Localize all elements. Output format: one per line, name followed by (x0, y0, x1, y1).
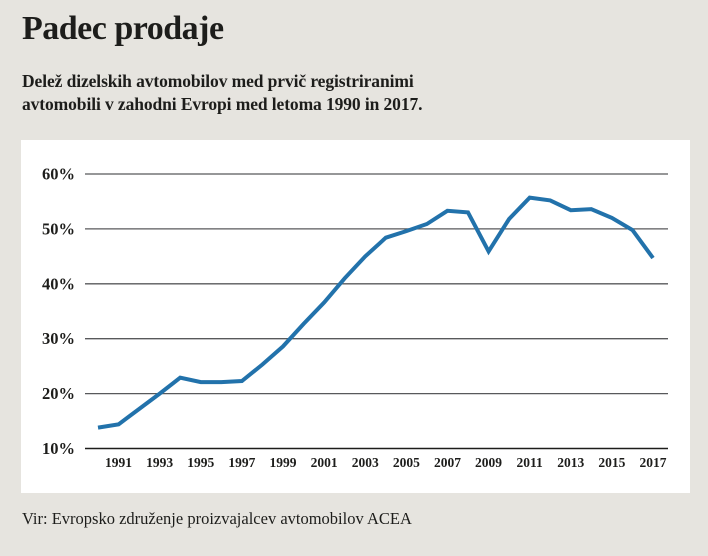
x-axis-tick-label: 1993 (146, 455, 173, 470)
trend-line (97, 195, 655, 430)
x-axis-tick-label: 1991 (105, 455, 132, 470)
page-title: Padec prodaje (22, 10, 224, 47)
x-axis-tick-label: 1995 (187, 455, 214, 470)
y-axis-tick-label: 30% (42, 329, 75, 348)
x-axis-tick-label: 1997 (228, 455, 255, 470)
x-axis-tick-label: 1999 (270, 455, 297, 470)
chart-subtitle: Delež dizelskih avtomobilov med prvič re… (22, 70, 423, 116)
x-axis-tick-label: 2007 (434, 455, 461, 470)
y-axis-tick-label: 10% (42, 439, 75, 458)
x-axis-tick-label: 2005 (393, 455, 420, 470)
x-axis-tick-label: 2009 (475, 455, 502, 470)
y-axis-tick-label: 20% (42, 384, 75, 403)
source-note: Vir: Evropsko združenje proizvajalcev av… (22, 509, 412, 528)
line-chart: 60% 50% 40% 30% 20% 10% 1991 1993 1995 1997 1999 20… (42, 165, 668, 470)
y-axis-tick-label: 50% (42, 219, 75, 238)
chart-subtitle-line1: Delež dizelskih avtomobilov med prvič re… (22, 71, 414, 91)
x-axis-tick-label: 2015 (598, 455, 625, 470)
chart-subtitle-line2: avtomobili v zahodni Evropi med letoma 1… (22, 94, 423, 114)
x-axis-tick-label: 2003 (352, 455, 379, 470)
y-axis-tick-label: 40% (42, 274, 75, 293)
x-axis-tick-label: 2013 (557, 455, 584, 470)
y-axis-tick-label: 60% (42, 165, 75, 184)
chart-panel: 60% 50% 40% 30% 20% 10% 1991 1993 1995 1997 1999 20… (21, 140, 690, 493)
x-axis-tick-label: 2001 (311, 455, 338, 470)
x-axis-tick-label: 2011 (517, 455, 544, 470)
x-axis-tick-label: 2017 (640, 455, 667, 470)
